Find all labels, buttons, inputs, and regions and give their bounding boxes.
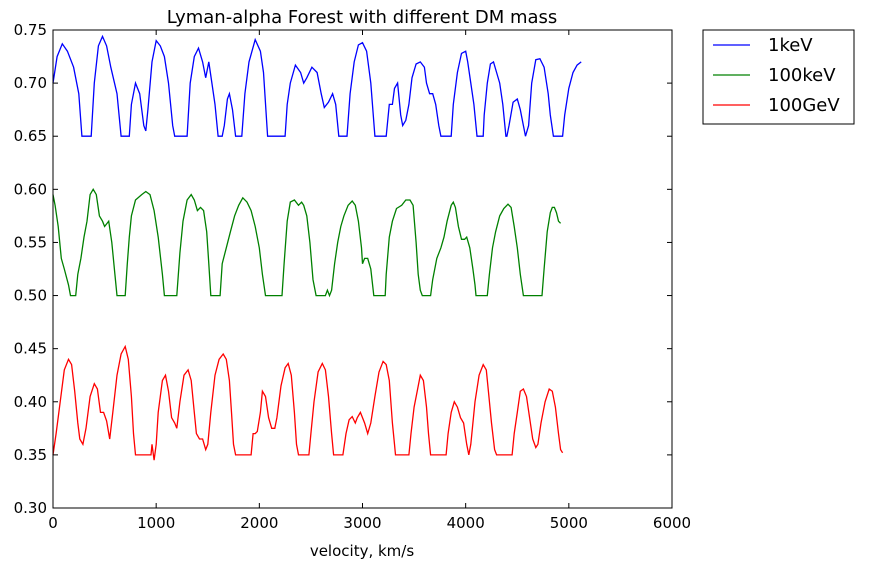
x-tick-label: 6000 (653, 514, 691, 532)
x-axis-label: velocity, km/s (310, 542, 415, 560)
legend-label-1kev: 1keV (768, 35, 813, 56)
series-line-100gev (52, 344, 564, 461)
x-tick-label: 4000 (447, 514, 485, 532)
y-tick-label: 0.30 (14, 499, 47, 517)
y-tick-label: 0.60 (14, 180, 47, 198)
x-tick-label: 0 (48, 514, 58, 532)
x-tick-label: 2000 (240, 514, 278, 532)
y-tick-label: 0.45 (14, 340, 47, 358)
series-line-100kev (52, 188, 562, 298)
y-tick-label: 0.75 (14, 21, 47, 39)
y-tick-label: 0.40 (14, 393, 47, 411)
x-tick-label: 3000 (343, 514, 381, 532)
y-tick-label: 0.55 (14, 233, 47, 251)
y-tick-label: 0.70 (14, 74, 47, 92)
x-tick-label: 1000 (137, 514, 175, 532)
y-tick-label: 0.35 (14, 446, 47, 464)
plot-lines (52, 34, 582, 461)
series-line-1kev (52, 34, 582, 137)
y-axis-ticks: 0.30 0.35 0.40 0.45 0.50 0.55 0.60 0.65 0.70 0.75 (14, 21, 672, 517)
legend-label-100gev: 100GeV (768, 95, 840, 116)
legend-label-100kev: 100keV (768, 65, 836, 86)
legend-box (702, 29, 855, 125)
x-tick-label: 5000 (550, 514, 588, 532)
x-axis-ticks: 0 1000 2000 3000 4000 5000 6000 (48, 30, 691, 532)
plot-frame (52, 29, 673, 509)
legend: 1keV 100keV 100GeV (702, 29, 855, 125)
y-tick-label: 0.50 (14, 287, 47, 305)
y-tick-label: 0.65 (14, 127, 47, 145)
chart-title: Lyman-alpha Forest with different DM mas… (167, 7, 558, 28)
